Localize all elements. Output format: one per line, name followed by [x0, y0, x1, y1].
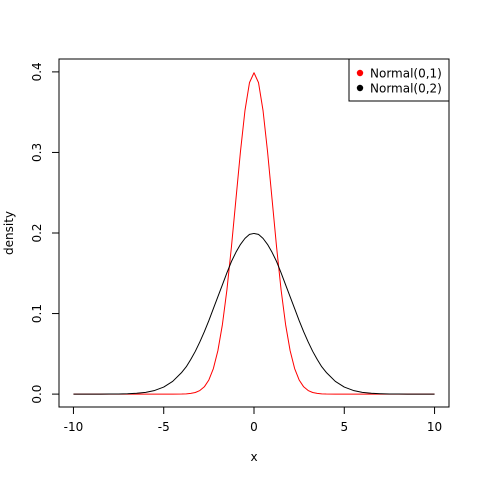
legend: Normal(0,1)Normal(0,2): [348, 58, 450, 102]
y-axis: 0.0 0.1 0.2 0.3 0.4: [30, 62, 59, 404]
x-tick-label: 0: [250, 420, 258, 434]
y-tick-label: 0.2: [30, 223, 44, 242]
legend-marker: [356, 84, 364, 92]
x-axis-label: x: [250, 450, 257, 464]
x-tick-label: 5: [340, 420, 348, 434]
legend-label: Normal(0,2): [370, 82, 442, 96]
series-layer: [73, 72, 435, 395]
x-tick-label: 10: [427, 420, 442, 434]
x-axis: -10 -5 0 5 10: [64, 407, 442, 434]
x-tick-label: -5: [158, 420, 170, 434]
legend-box: [348, 58, 450, 102]
legend-label: Normal(0,1): [370, 67, 442, 81]
y-axis-label: density: [2, 211, 16, 255]
series-line-2: [73, 232, 435, 395]
y-tick-label: 0.4: [30, 62, 44, 81]
x-tick-label: -10: [64, 420, 84, 434]
legend-marker: [356, 69, 364, 77]
y-tick-label: 0.0: [30, 385, 44, 404]
series-line-1: [73, 72, 435, 395]
y-tick-label: 0.3: [30, 143, 44, 162]
y-tick-label: 0.1: [30, 304, 44, 323]
